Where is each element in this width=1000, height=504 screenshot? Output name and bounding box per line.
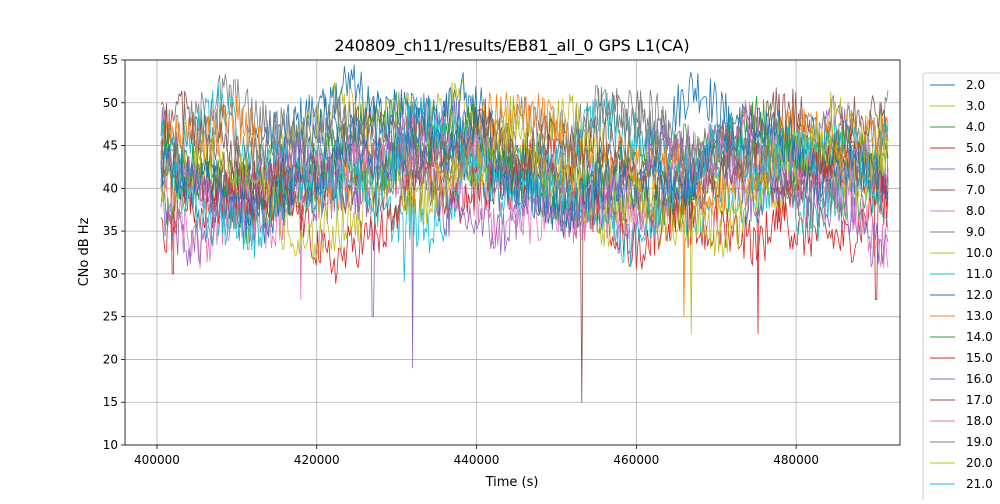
legend: 2.0 3.0 4.0 5.0 6.0 7.0 8.0 9.0 10.0 11.0 12.0 13.0… <box>922 72 1000 504</box>
y-tick-label: 50 <box>103 96 118 110</box>
legend-label: 17.0 <box>966 393 993 407</box>
legend-label: 18.0 <box>966 414 993 428</box>
y-tick-label: 45 <box>103 139 118 153</box>
series-line-20-0 <box>160 95 889 265</box>
legend-label: 3.0 <box>966 99 985 113</box>
legend-label: 2.0 <box>966 78 985 92</box>
series-line-22-0 <box>160 105 889 244</box>
series-line-9-0 <box>160 73 889 200</box>
legend-label: 11.0 <box>966 267 993 281</box>
legend-label: 4.0 <box>966 120 985 134</box>
x-tick-label: 420000 <box>294 453 340 467</box>
y-tick-label: 35 <box>103 224 118 238</box>
legend-label: 16.0 <box>966 372 993 386</box>
y-tick-label: 20 <box>103 352 118 366</box>
chart-title: 240809_ch11/results/EB81_all_0 GPS L1(CA… <box>334 36 689 56</box>
legend-label: 14.0 <box>966 330 993 344</box>
legend-label: 5.0 <box>966 141 985 155</box>
x-axis-ticks: 400000 420000 440000 460000 480000 <box>134 445 819 467</box>
y-tick-label: 55 <box>103 53 118 67</box>
legend-label: 21.0 <box>966 477 993 491</box>
y-tick-label: 10 <box>103 438 118 452</box>
legend-label: 7.0 <box>966 183 985 197</box>
legend-label: 8.0 <box>966 204 985 218</box>
x-tick-label: 400000 <box>134 453 180 467</box>
series-line-21-0 <box>160 92 889 268</box>
y-axis-ticks: 10 15 20 25 30 35 40 45 50 55 <box>103 53 125 452</box>
y-axis-label: CNo dB Hz <box>77 217 92 286</box>
y-tick-label: 15 <box>103 395 118 409</box>
legend-box <box>922 72 1000 504</box>
series-layer <box>160 64 889 403</box>
x-axis-label: Time (s) <box>485 475 539 490</box>
legend-label: 20.0 <box>966 456 993 470</box>
legend-label: 19.0 <box>966 435 993 449</box>
legend-label: 12.0 <box>966 288 993 302</box>
legend-label: 13.0 <box>966 309 993 323</box>
x-tick-label: 460000 <box>613 453 659 467</box>
legend-label: 9.0 <box>966 225 985 239</box>
y-tick-label: 25 <box>103 310 118 324</box>
y-tick-label: 30 <box>103 267 118 281</box>
y-tick-label: 40 <box>103 181 118 195</box>
plot-frame <box>124 59 901 446</box>
legend-label: 6.0 <box>966 162 985 176</box>
x-tick-label: 480000 <box>773 453 819 467</box>
x-tick-label: 440000 <box>454 453 500 467</box>
legend-label: 10.0 <box>966 246 993 260</box>
legend-label: 15.0 <box>966 351 993 365</box>
series-line-18-0 <box>160 100 889 249</box>
